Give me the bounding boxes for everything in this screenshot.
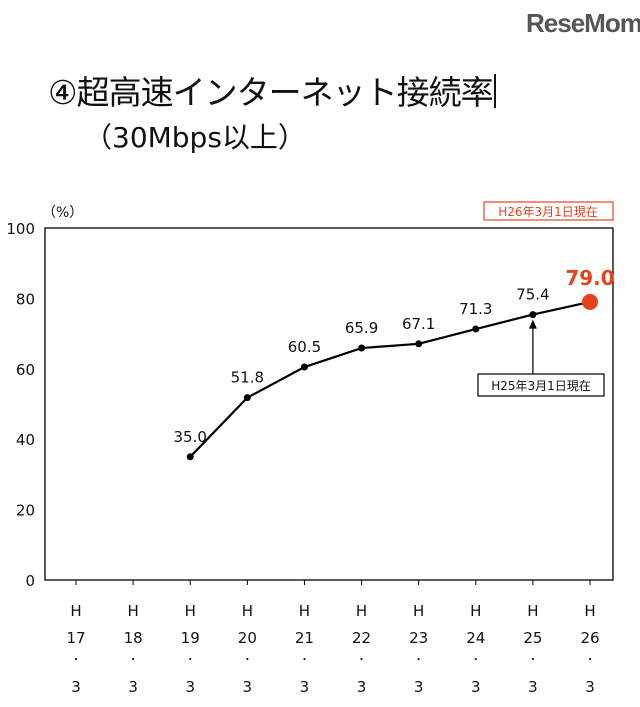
y-tick-label: 80 [16, 290, 35, 308]
x-tick-sep: ・ [299, 655, 309, 666]
x-tick-year: 23 [409, 629, 428, 647]
x-tick-sep: ・ [185, 655, 195, 666]
x-tick-sep: ・ [357, 655, 367, 666]
data-point [529, 311, 537, 319]
y-tick-label: 60 [16, 361, 35, 379]
data-point [472, 325, 480, 333]
x-tick-era: H [470, 602, 481, 620]
previous-date-label: H25年3月1日現在 [491, 379, 591, 393]
x-tick-year: 22 [352, 629, 371, 647]
y-axis-label: （%） [42, 205, 83, 221]
x-tick-month: 3 [243, 678, 253, 696]
data-label: 35.0 [174, 428, 207, 446]
x-tick-era: H [242, 602, 253, 620]
x-tick-sep: ・ [71, 655, 81, 666]
data-point [186, 453, 194, 461]
x-tick-year: 26 [580, 629, 599, 647]
chart-subtitle: （30Mbps以上） [84, 121, 306, 154]
chart-title-text: ④超高速インターネット接続率 [48, 73, 494, 112]
x-tick-month: 3 [585, 678, 595, 696]
data-point [582, 293, 598, 310]
data-point [358, 344, 366, 352]
x-tick-month: 3 [300, 678, 310, 696]
data-label: 71.3 [459, 300, 492, 318]
x-tick-year: 24 [466, 629, 485, 647]
previous-date-box [477, 373, 605, 397]
x-tick-sep: ・ [528, 655, 538, 666]
x-tick-era: H [185, 602, 196, 620]
y-tick-label: 100 [6, 220, 35, 238]
x-tick-sep: ・ [585, 655, 595, 666]
current-date-label: H26年3月1日現在 [498, 205, 598, 219]
x-tick-month: 3 [357, 678, 367, 696]
data-point [300, 363, 308, 371]
x-tick-year: 19 [181, 629, 200, 647]
x-tick-year: 20 [238, 629, 257, 647]
y-tick-label: 40 [16, 431, 35, 449]
data-label: 65.9 [345, 319, 378, 337]
x-tick-month: 3 [185, 678, 195, 696]
x-tick-era: H [413, 602, 424, 620]
x-tick-era: H [356, 602, 367, 620]
x-tick-month: 3 [414, 678, 424, 696]
x-tick-era: H [70, 602, 81, 620]
data-label: 67.1 [402, 315, 435, 333]
x-tick-era: H [527, 602, 538, 620]
annotation-arrowhead [528, 319, 537, 329]
x-tick-sep: ・ [471, 655, 481, 666]
y-tick-label: 0 [25, 572, 35, 590]
plot-area-border [44, 227, 614, 581]
series-line [189, 300, 591, 458]
watermark-logo: ReseMom [526, 8, 640, 38]
x-tick-month: 3 [128, 678, 138, 696]
x-tick-month: 3 [471, 678, 481, 696]
x-tick-era: H [584, 602, 595, 620]
data-point [415, 340, 423, 348]
x-tick-era: H [127, 602, 138, 620]
data-label: 51.8 [231, 369, 264, 387]
x-tick-year: 18 [124, 629, 143, 647]
x-tick-year: 21 [295, 629, 314, 647]
x-tick-month: 3 [528, 678, 538, 696]
data-label: 75.4 [516, 286, 549, 304]
chart-title: ④超高速インターネット接続率 [48, 66, 496, 114]
data-label: 79.0 [565, 266, 614, 290]
current-date-box [483, 201, 614, 221]
x-tick-month: 3 [71, 678, 81, 696]
data-label: 60.5 [288, 338, 321, 356]
data-point [243, 394, 251, 402]
text-cursor [493, 74, 496, 108]
x-tick-sep: ・ [128, 655, 138, 666]
x-tick-year: 17 [66, 629, 85, 647]
y-tick-label: 20 [16, 502, 35, 520]
x-tick-sep: ・ [242, 655, 252, 666]
x-tick-sep: ・ [414, 655, 424, 666]
x-tick-era: H [299, 602, 310, 620]
x-tick-year: 25 [523, 629, 542, 647]
